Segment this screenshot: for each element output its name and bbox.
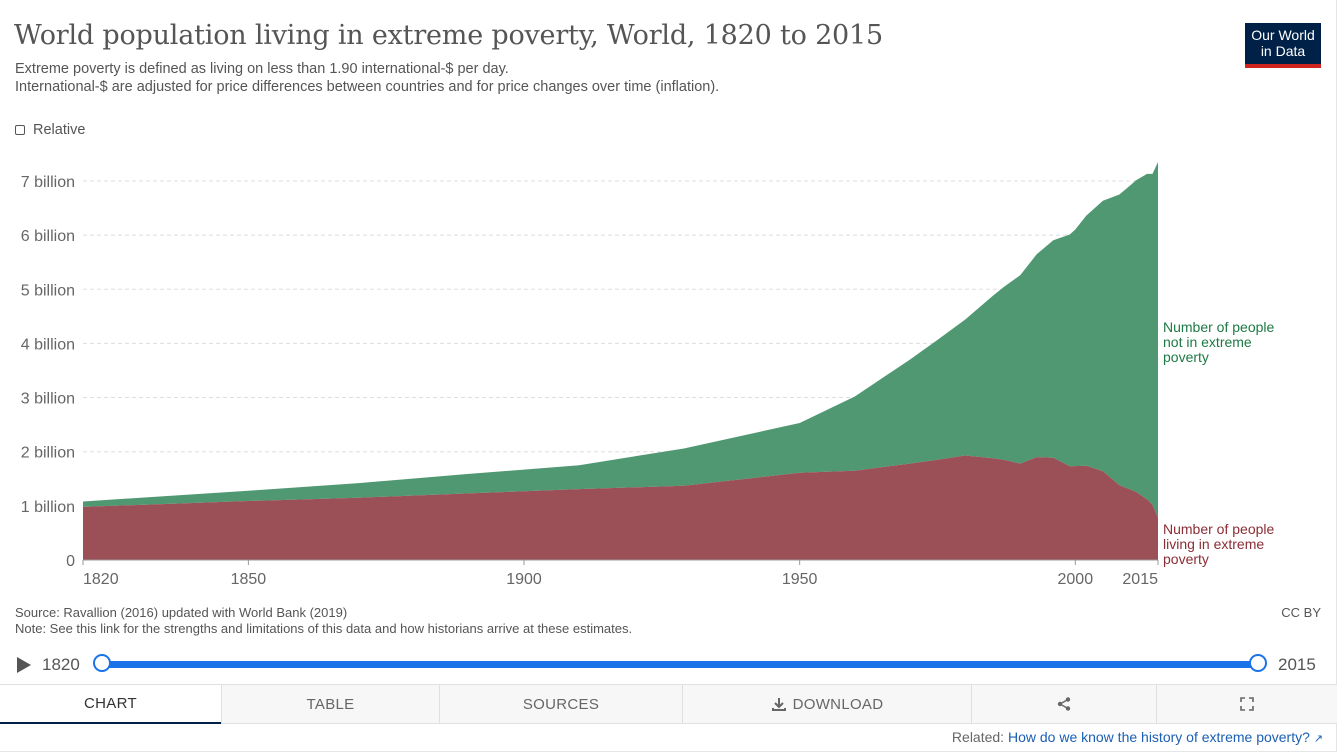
tab-sources[interactable]: SOURCES bbox=[439, 685, 682, 724]
external-link-icon[interactable]: ↗ bbox=[1313, 733, 1323, 745]
y-tick-label: 6 billion bbox=[21, 228, 75, 245]
x-tick-label: 1820 bbox=[83, 571, 119, 588]
tab-download-label: DOWNLOAD bbox=[792, 695, 884, 713]
timeline-track[interactable] bbox=[102, 661, 1259, 668]
tab-table-label: TABLE bbox=[306, 695, 355, 713]
timeline-start-handle[interactable] bbox=[93, 654, 111, 672]
subtitle-line-2: International-$ are adjusted for price d… bbox=[15, 79, 720, 95]
series-label-line: poverty bbox=[1163, 349, 1209, 365]
related-link[interactable]: How do we know the history of extreme po… bbox=[1007, 729, 1310, 745]
related-article: Related: How do we know the history of e… bbox=[952, 729, 1323, 745]
logo-accent-bar bbox=[1245, 64, 1321, 68]
x-tick-label: 1900 bbox=[506, 571, 542, 588]
subtitle-line-1: Extreme poverty is defined as living on … bbox=[15, 61, 509, 77]
x-tick-label: 2015 bbox=[1122, 571, 1158, 588]
relative-toggle[interactable]: Relative bbox=[15, 122, 85, 138]
series-label-line: living in extreme bbox=[1163, 536, 1264, 552]
relative-label: Relative bbox=[33, 122, 86, 138]
logo-line-1: Our World bbox=[1251, 27, 1315, 43]
y-tick-label: 1 billion bbox=[21, 499, 75, 516]
series-label-line: Number of people bbox=[1163, 319, 1275, 335]
chart-footer: Source: Ravallion (2016) updated with Wo… bbox=[15, 605, 632, 637]
tab-table[interactable]: TABLE bbox=[221, 685, 439, 724]
tab-sources-label: SOURCES bbox=[522, 695, 600, 713]
tab-fullscreen[interactable] bbox=[1156, 685, 1337, 724]
related-prefix: Related: bbox=[951, 729, 1005, 745]
series-label-line: not in extreme bbox=[1163, 334, 1252, 350]
timeline-start-year: 1820 bbox=[42, 655, 80, 674]
y-tick-label: 2 billion bbox=[21, 445, 75, 462]
series-label-line: poverty bbox=[1163, 551, 1209, 567]
tab-download[interactable]: DOWNLOAD bbox=[682, 685, 971, 724]
license-link[interactable]: CC BY bbox=[1281, 605, 1321, 620]
play-icon[interactable] bbox=[17, 657, 31, 673]
timeline-end-year: 2015 bbox=[1278, 655, 1316, 674]
x-tick-label: 1850 bbox=[231, 571, 267, 588]
timeline: 1820 2015 bbox=[0, 650, 1337, 680]
chart-subtitle: Extreme poverty is defined as living on … bbox=[15, 60, 719, 96]
series-label-line: Number of people bbox=[1163, 521, 1275, 537]
x-tick-label: 2000 bbox=[1058, 571, 1094, 588]
logo-line-2: in Data bbox=[1260, 43, 1306, 59]
area-not-in-poverty[interactable] bbox=[83, 162, 1158, 518]
note-text[interactable]: Note: See this link for the strengths an… bbox=[15, 621, 633, 636]
share-icon bbox=[1057, 697, 1071, 711]
y-tick-label: 5 billion bbox=[21, 282, 75, 299]
tab-chart[interactable]: CHART bbox=[0, 685, 221, 724]
fullscreen-icon bbox=[1240, 697, 1254, 711]
timeline-end-handle[interactable] bbox=[1249, 654, 1267, 672]
source-text: Source: Ravallion (2016) updated with Wo… bbox=[15, 605, 348, 620]
y-tick-label: 7 billion bbox=[21, 174, 75, 191]
area-chart: 0 1 billion 2 billion 3 billion 4 billion 5 b… bbox=[21, 162, 1275, 588]
area-extreme-poverty[interactable] bbox=[83, 455, 1158, 561]
tab-bar: CHART TABLE SOURCES DOWNLOAD bbox=[0, 684, 1337, 724]
x-tick-label: 1950 bbox=[782, 571, 818, 588]
owid-logo[interactable]: Our World in Data bbox=[1245, 23, 1321, 68]
relative-checkbox[interactable] bbox=[15, 125, 25, 135]
y-tick-label: 0 bbox=[66, 553, 75, 570]
tab-chart-label: CHART bbox=[84, 695, 137, 712]
tab-share[interactable] bbox=[971, 685, 1156, 724]
download-icon bbox=[771, 698, 786, 711]
y-tick-label: 3 billion bbox=[21, 391, 75, 408]
y-tick-label: 4 billion bbox=[21, 336, 75, 353]
chart-title: World population living in extreme pover… bbox=[14, 20, 883, 51]
